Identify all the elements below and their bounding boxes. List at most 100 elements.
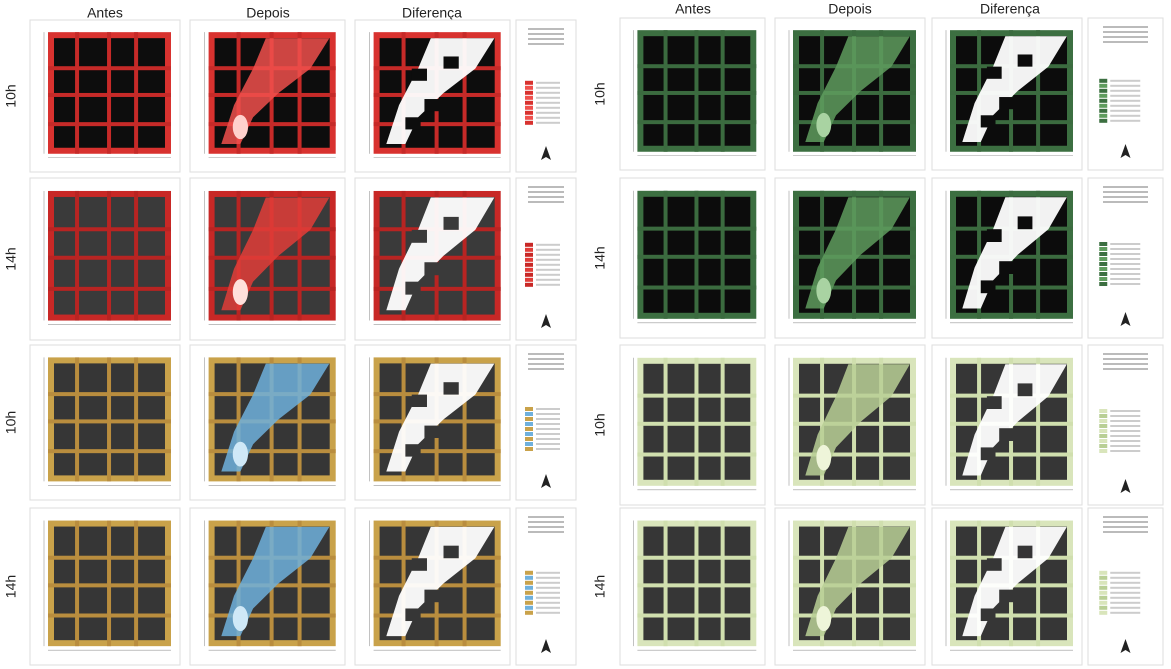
plume-core [233,115,248,139]
legend-swatch [525,263,533,267]
row-label: 14h [592,246,608,269]
legend-swatch [1099,262,1107,266]
legend-line [1110,278,1140,280]
street [75,357,79,481]
map-panel [775,345,925,505]
block [424,426,439,438]
row-label: 14h [592,575,608,598]
legend-line [1110,582,1140,584]
legend-swatch [525,268,533,272]
row-label: 10h [3,84,19,107]
legend-line [1110,253,1140,255]
block [444,56,459,68]
plume-core [233,442,248,467]
legend-swatch [1099,282,1107,286]
legend-swatch [1099,414,1107,418]
legend-swatch [525,121,533,125]
block [405,117,420,129]
block [1018,383,1033,396]
legend-line [528,531,564,533]
map-panel [355,178,576,340]
map-panel [620,345,765,505]
legend-swatch [525,248,533,252]
legend-line [536,107,560,109]
map-panel [775,18,925,170]
legend-line [528,201,564,203]
legend-swatch [525,601,533,605]
map-panel [775,178,925,338]
legend-swatch [525,606,533,610]
legend-swatch [1099,444,1107,448]
legend-swatch [1099,586,1107,590]
legend-line [528,28,564,30]
map-panel [932,508,1163,665]
legend-line [1110,110,1140,112]
legend-line [528,186,564,188]
block [424,590,439,603]
legend-swatch [525,437,533,441]
map-panel [355,345,576,500]
legend-swatch [525,116,533,120]
legend-line [536,433,560,435]
map-panel [932,345,1163,505]
legend-line [536,254,560,256]
legend-line [536,259,560,261]
map-panel [190,508,345,665]
legend-swatch [1099,242,1107,246]
legend-swatch [525,86,533,90]
legend-line [536,597,560,599]
legend-line [1103,36,1148,38]
legend-line [1110,410,1140,412]
row-label: 10h [3,411,19,434]
street [664,30,668,152]
map-panel [30,345,180,500]
legend-swatch [525,273,533,277]
street [107,191,111,321]
legend-swatch [1099,267,1107,271]
legend-line [1110,85,1140,87]
block [1018,54,1033,66]
legend-line [1110,445,1140,447]
legend-swatch [525,278,533,282]
legend-swatch [525,81,533,85]
legend-line [528,363,564,365]
legend-swatch [525,407,533,411]
legend-swatch [1099,109,1107,113]
street [694,521,698,647]
legend-swatch [1099,114,1107,118]
street [694,191,698,319]
block [987,67,1002,79]
legend-swatch [1099,424,1107,428]
column-header: Diferença [980,1,1040,17]
legend-swatch [1099,99,1107,103]
legend-swatch [1099,429,1107,433]
legend-line [536,264,560,266]
legend-line [536,249,560,251]
legend-line [536,443,560,445]
legend-line [536,408,560,410]
legend-swatch [1099,581,1107,585]
legend-line [536,602,560,604]
legend-swatch [525,591,533,595]
legend-line [1110,283,1140,285]
legend-swatch [525,442,533,446]
legend-line [536,582,560,584]
block [412,230,427,243]
legend-swatch [1099,571,1107,575]
legend-line [536,117,560,119]
legend-line [1103,26,1148,28]
street [75,191,79,321]
legend-swatch [1099,439,1107,443]
legend-line [1110,258,1140,260]
street [134,357,138,481]
legend-line [536,577,560,579]
map-panel [30,20,180,172]
legend-swatch [525,422,533,426]
street [75,32,79,154]
map-panel [620,18,765,170]
legend-line [1103,31,1148,33]
legend-line [1110,572,1140,574]
legend-line [536,87,560,89]
legend-line [536,284,560,286]
plume-core [816,278,831,304]
